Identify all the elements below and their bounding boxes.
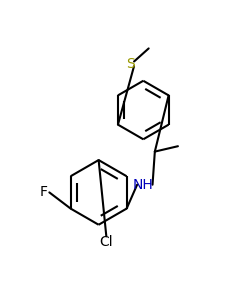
Text: F: F <box>39 185 47 199</box>
Text: S: S <box>126 57 135 71</box>
Text: NH: NH <box>132 178 153 192</box>
Text: Cl: Cl <box>99 236 113 249</box>
